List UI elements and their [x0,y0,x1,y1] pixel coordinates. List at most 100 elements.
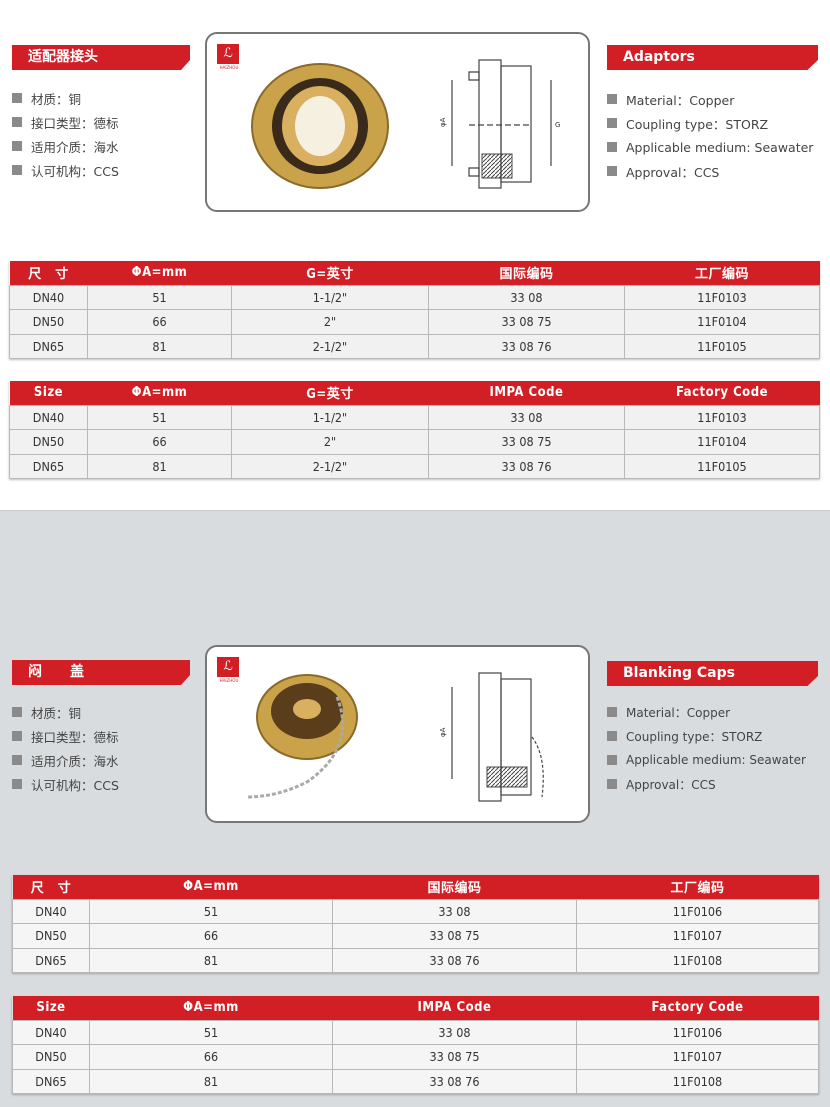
feature-text: 认可机构：CCS [31,163,119,179]
table-cell: DN65 [12,1068,90,1094]
table-row: DN50 66 33 08 75 11F0107 [12,923,819,949]
column-header: Factory Code [576,996,819,1020]
table-cell: 66 [89,923,333,949]
column-header: ΦA=mm [87,261,232,285]
table-cell: DN40 [12,898,90,924]
table-cell: DN40 [9,284,88,310]
square-bullet-icon [607,731,617,741]
table-cell: 33 08 75 [332,923,577,949]
table-cell: 11F0103 [624,404,820,430]
feature-text: 认可机构：CCS [31,777,119,793]
adaptors-features-cn: 材质：铜 接口类型：德标 适用介质：海水 认可机构：CCS [12,86,119,182]
column-header: IMPA Code [332,996,577,1020]
feature-item: Approval：CCS [607,159,813,183]
table-cell: DN65 [9,453,88,479]
square-bullet-icon [12,141,22,151]
table-cell: 1-1/2" [231,284,429,310]
feature-text: Material：Copper [626,705,731,720]
table-cell: DN40 [9,404,88,430]
feature-item: Material：Copper [607,87,813,111]
table-cell: 33 08 76 [332,947,577,973]
square-bullet-icon [12,117,22,127]
column-header: G=英寸 [231,381,429,405]
table-row: DN65 81 33 08 76 11F0108 [12,947,819,973]
table-cell: 81 [87,333,232,359]
feature-text: Coupling type：STORZ [626,729,763,744]
table-cell: 33 08 [428,404,625,430]
column-header: 尺 寸 [9,261,88,285]
table-cell: 1-1/2" [231,404,429,430]
column-header: 国际编码 [332,875,577,899]
caps-features-en: Material：Copper Coupling type：STORZ Appl… [607,700,806,796]
adaptors-title-cn: 适配器接头 [12,45,190,70]
square-bullet-icon [607,142,617,152]
column-header: ΦA=mm [89,996,333,1020]
table-cell: 11F0104 [624,309,820,335]
square-bullet-icon [607,166,617,176]
square-bullet-icon [607,707,617,717]
table-cell: DN65 [9,333,88,359]
feature-text: Applicable medium: Seawater [626,753,806,767]
table-cell: 66 [89,1044,333,1070]
square-bullet-icon [12,755,22,765]
square-bullet-icon [12,93,22,103]
table-cell: 51 [89,1019,333,1045]
table-row: DN50 66 2" 33 08 75 11F0104 [9,309,820,335]
table-cell: 51 [87,284,232,310]
square-bullet-icon [607,779,617,789]
feature-text: Material：Copper [626,92,735,108]
table-row: DN50 66 2" 33 08 75 11F0104 [9,429,820,455]
square-bullet-icon [12,165,22,175]
feature-text: 材质：铜 [31,705,82,721]
dimension-label-g: G [555,121,560,129]
column-header: 尺 寸 [12,875,90,899]
column-header: 国际编码 [428,261,625,285]
column-header: ΦA=mm [87,381,232,405]
column-header: 工厂编码 [624,261,820,285]
square-bullet-icon [12,779,22,789]
dimension-label-a: φA [439,117,447,127]
column-header: Size [12,996,90,1020]
table-header-row: 尺 寸 ΦA=mm 国际编码 工厂编码 [12,875,819,899]
feature-item: 材质：铜 [12,86,119,110]
table-row: DN65 81 33 08 76 11F0108 [12,1068,819,1094]
haizhou-logo: ℒ HAIZHOU [217,44,241,74]
table-cell: 11F0105 [624,333,820,359]
blanking-cap-photo-and-drawing: φA [246,672,544,802]
square-bullet-icon [607,118,617,128]
table-cell: 2" [231,309,429,335]
adaptors-title-en: Adaptors [607,45,818,70]
table-row: DN65 81 2-1/2" 33 08 76 11F0105 [9,333,820,359]
table-cell: 51 [87,404,232,430]
table-cell: 33 08 76 [428,333,625,359]
column-header: IMPA Code [428,381,625,405]
feature-text: 适用介质：海水 [31,139,119,155]
table-cell: 33 08 76 [428,453,625,479]
table-cell: 81 [87,453,232,479]
table-cell: 2" [231,429,429,455]
table-header-row: 尺 寸 ΦA=mm G=英寸 国际编码 工厂编码 [9,261,820,285]
column-header: ΦA=mm [89,875,333,899]
table-cell: DN50 [12,1044,90,1070]
feature-item: Coupling type：STORZ [607,111,813,135]
feature-text: 适用介质：海水 [31,753,119,769]
feature-item: Approval：CCS [607,772,806,796]
feature-item: 接口类型：德标 [12,724,119,748]
feature-text: 接口类型：德标 [31,115,119,131]
caps-features-cn: 材质：铜 接口类型：德标 适用介质：海水 认可机构：CCS [12,700,119,796]
table-cell: 81 [89,1068,333,1094]
table-row: DN40 51 33 08 11F0106 [12,1019,819,1045]
table-header-row: Size ΦA=mm G=英寸 IMPA Code Factory Code [9,381,820,405]
feature-item: 适用介质：海水 [12,748,119,772]
table-cell: 11F0106 [576,1019,819,1045]
adaptors-table-cn: 尺 寸 ΦA=mm G=英寸 国际编码 工厂编码 DN40 51 1-1/2" 33 08 11F… [9,261,820,359]
caps-title-cn: 闷 盖 [12,660,190,685]
column-header: 工厂编码 [576,875,819,899]
table-cell: 33 08 [428,284,625,310]
table-row: DN40 51 1-1/2" 33 08 11F0103 [9,404,820,430]
table-cell: 33 08 75 [428,429,625,455]
adaptors-features-en: Material：Copper Coupling type：STORZ Appl… [607,87,813,183]
feature-item: 接口类型：德标 [12,110,119,134]
table-cell: 11F0108 [576,1068,819,1094]
table-cell: 33 08 76 [332,1068,577,1094]
